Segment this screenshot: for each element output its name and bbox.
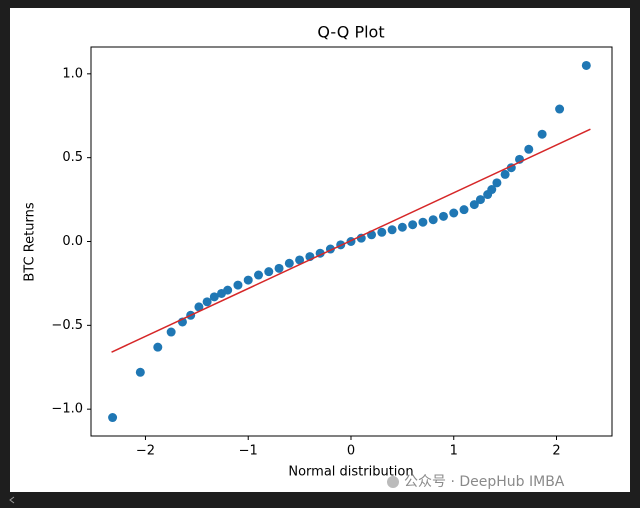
watermark-text: 公众号 · DeepHub IMBA [404, 474, 565, 490]
point [537, 129, 547, 139]
point [581, 60, 591, 70]
point [377, 227, 387, 237]
point [194, 302, 204, 312]
point [449, 208, 459, 218]
point [209, 292, 219, 302]
point [397, 222, 407, 232]
point [254, 270, 264, 280]
x-tick-label: 0 [347, 444, 355, 459]
y-axis-label: BTC Returns [23, 202, 38, 281]
point [524, 144, 534, 154]
point [387, 225, 397, 235]
scroll-arrow [9, 496, 15, 504]
chart-title: Q-Q Plot [317, 23, 384, 42]
point [428, 215, 438, 225]
point [500, 169, 510, 179]
fit-line [111, 128, 591, 353]
point [202, 297, 212, 307]
x-tick-label: −2 [136, 444, 155, 459]
point [153, 342, 163, 352]
y-tick-label: −0.5 [51, 318, 83, 333]
point [135, 367, 145, 377]
point [356, 233, 366, 243]
x-tick-label: 2 [552, 444, 560, 459]
x-tick-label: −1 [239, 444, 258, 459]
point [166, 327, 176, 337]
watermark-icon [387, 476, 399, 488]
plot-frame [90, 46, 613, 437]
point [492, 178, 502, 188]
point [555, 104, 565, 114]
watermark: 公众号 · DeepHub IMBA [387, 474, 565, 490]
point [264, 267, 274, 277]
point [469, 200, 479, 210]
point [408, 220, 418, 230]
x-tick-label: 1 [450, 444, 458, 459]
point [223, 285, 233, 295]
point [243, 275, 253, 285]
point [475, 195, 485, 205]
point [459, 205, 469, 215]
point [438, 211, 448, 221]
point [108, 413, 118, 423]
y-tick-label: 0.5 [62, 150, 83, 165]
point [295, 255, 305, 265]
y-tick-label: 1.0 [62, 66, 83, 81]
y-tick-label: −1.0 [51, 402, 83, 417]
point [418, 217, 428, 227]
y-tick-label: 0.0 [62, 234, 83, 249]
point [233, 280, 243, 290]
point [284, 258, 294, 268]
point [487, 185, 497, 195]
x-axis-label: Normal distribution [288, 465, 413, 480]
point [274, 263, 284, 273]
